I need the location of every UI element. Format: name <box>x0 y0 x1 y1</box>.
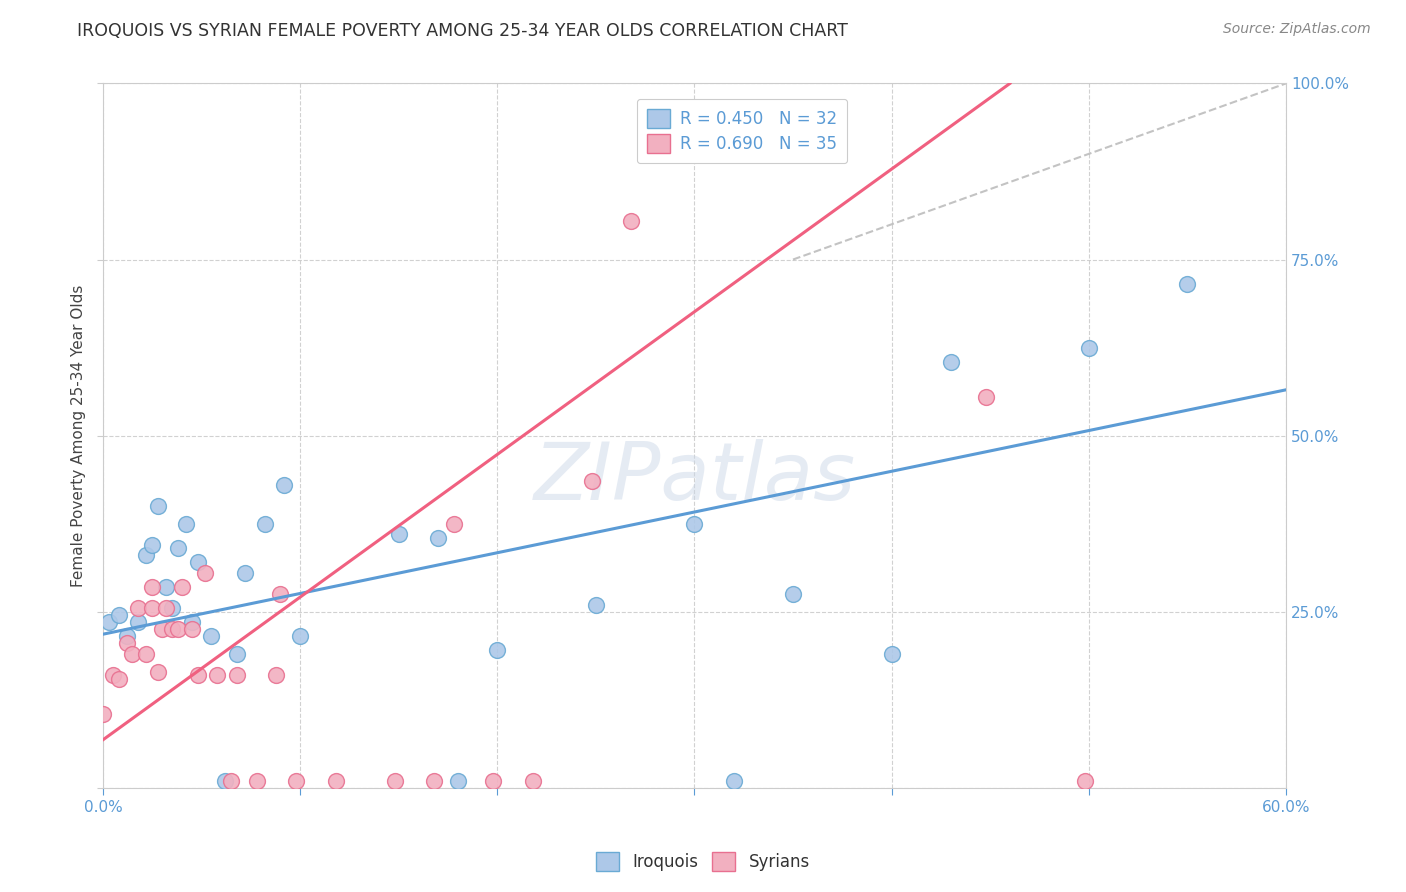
Point <box>141 580 163 594</box>
Point <box>219 773 242 788</box>
Point <box>880 647 903 661</box>
Point <box>447 773 470 788</box>
Point <box>166 622 188 636</box>
Point <box>107 672 129 686</box>
Point <box>135 549 157 563</box>
Point <box>187 668 209 682</box>
Point <box>253 516 276 531</box>
Point <box>486 643 509 657</box>
Point <box>214 773 236 788</box>
Point <box>141 538 163 552</box>
Text: IROQUOIS VS SYRIAN FEMALE POVERTY AMONG 25-34 YEAR OLDS CORRELATION CHART: IROQUOIS VS SYRIAN FEMALE POVERTY AMONG … <box>77 22 848 40</box>
Point <box>482 773 505 788</box>
Point <box>443 516 465 531</box>
Text: Source: ZipAtlas.com: Source: ZipAtlas.com <box>1223 22 1371 37</box>
Point <box>166 541 188 556</box>
Point <box>288 629 311 643</box>
Point <box>101 668 124 682</box>
Point <box>146 499 169 513</box>
Point <box>91 706 114 721</box>
Point <box>388 527 411 541</box>
Point <box>782 587 804 601</box>
Point <box>127 615 149 630</box>
Point <box>115 636 138 650</box>
Point <box>194 566 217 580</box>
Point <box>285 773 308 788</box>
Point <box>273 478 295 492</box>
Point <box>170 580 193 594</box>
Point <box>121 647 143 661</box>
Point <box>97 615 120 630</box>
Point <box>246 773 269 788</box>
Point <box>226 647 249 661</box>
Point <box>160 601 183 615</box>
Point <box>127 601 149 615</box>
Legend: Iroquois, Syrians: Iroquois, Syrians <box>588 843 818 880</box>
Point <box>207 668 229 682</box>
Point <box>723 773 745 788</box>
Point <box>620 214 643 228</box>
Point <box>155 601 177 615</box>
Point <box>180 615 202 630</box>
Point <box>187 555 209 569</box>
Point <box>115 629 138 643</box>
Point <box>226 668 249 682</box>
Point <box>107 608 129 623</box>
Point <box>146 665 169 679</box>
Point <box>585 598 607 612</box>
Point <box>141 601 163 615</box>
Point <box>155 580 177 594</box>
Point <box>200 629 222 643</box>
Point <box>233 566 256 580</box>
Point <box>384 773 406 788</box>
Point <box>174 516 197 531</box>
Point <box>325 773 347 788</box>
Point <box>160 622 183 636</box>
Point <box>683 516 706 531</box>
Point <box>939 354 962 368</box>
Point <box>150 622 173 636</box>
Point <box>1077 341 1099 355</box>
Point <box>135 647 157 661</box>
Point <box>1074 773 1097 788</box>
Point <box>266 668 288 682</box>
Point <box>427 531 450 545</box>
Text: ZIPatlas: ZIPatlas <box>533 439 855 516</box>
Y-axis label: Female Poverty Among 25-34 Year Olds: Female Poverty Among 25-34 Year Olds <box>72 285 86 587</box>
Point <box>423 773 446 788</box>
Point <box>581 475 603 489</box>
Legend: R = 0.450   N = 32, R = 0.690   N = 35: R = 0.450 N = 32, R = 0.690 N = 35 <box>637 99 846 163</box>
Point <box>269 587 291 601</box>
Point <box>522 773 544 788</box>
Point <box>180 622 202 636</box>
Point <box>974 390 997 404</box>
Point <box>1177 277 1199 292</box>
